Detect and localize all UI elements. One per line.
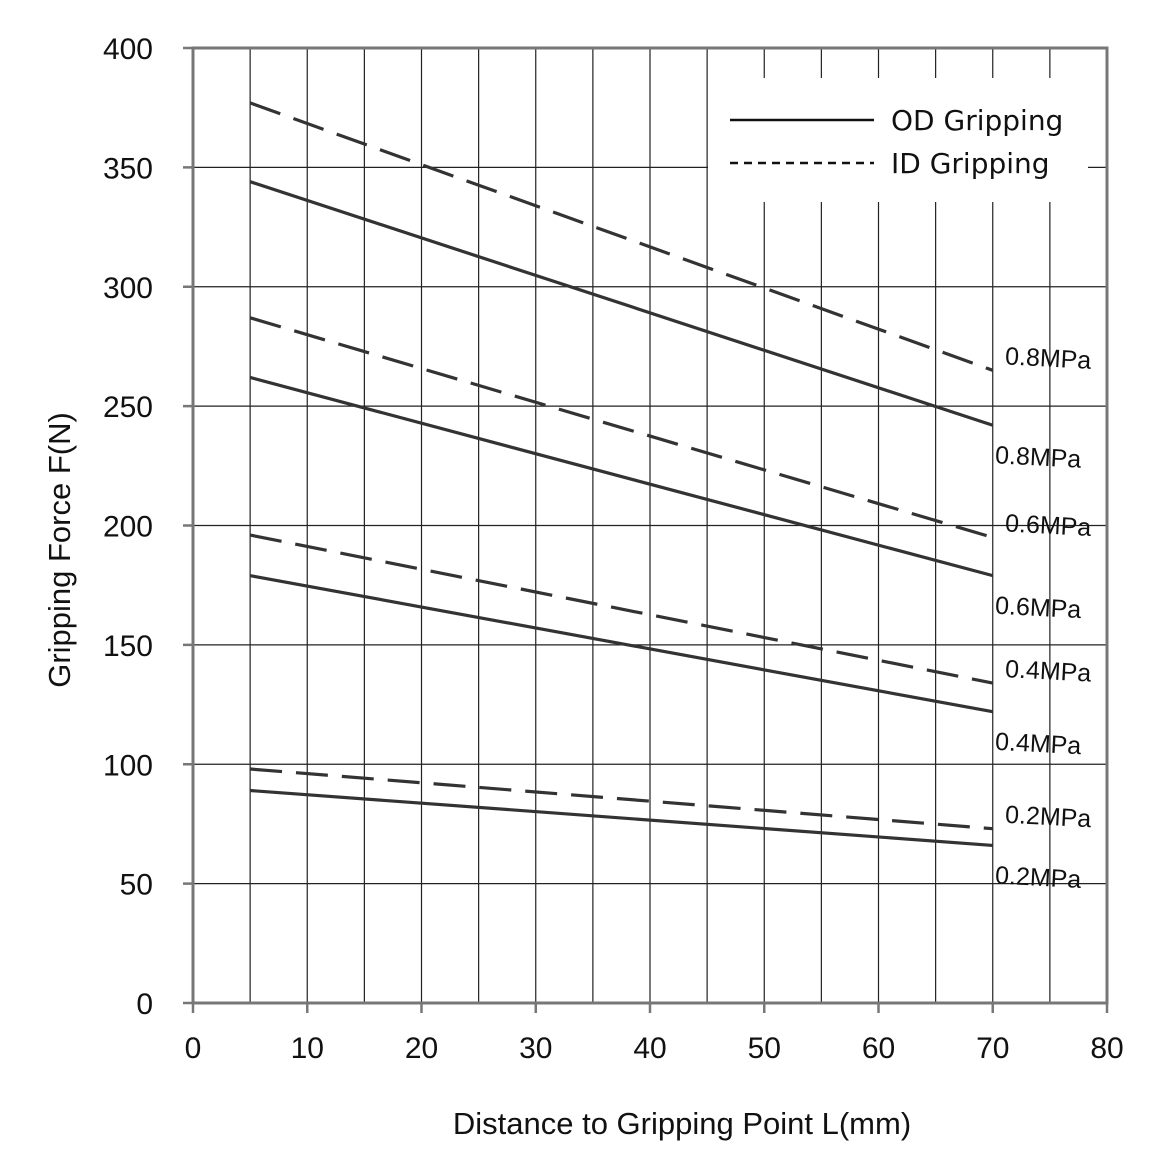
od-series-line-08 [249, 180, 994, 427]
od-series-label: 0.8MPa [994, 441, 1082, 473]
od-series-label: 0.2MPa [994, 861, 1082, 893]
od-series-line-02 [250, 788, 993, 848]
y-axis-title: Gripping Force F(N) [42, 412, 77, 688]
id-series-line-06 [249, 316, 994, 539]
x-tick-label: 20 [405, 1032, 438, 1065]
series-labels: 0.8MPa 0.6MPa 0.4MPa 0.2MPa 0.8MPa 0.6MPa 0.4M… [994, 342, 1092, 894]
y-tick-label: 0 [136, 988, 153, 1021]
x-tick-label: 50 [748, 1032, 781, 1065]
x-tick-label: 60 [862, 1032, 895, 1065]
id-series-line-02 [249, 767, 993, 831]
y-tick-label: 350 [103, 152, 153, 185]
x-tick-label: 70 [976, 1032, 1009, 1065]
grid-layer [193, 48, 1107, 1003]
y-tick-label: 100 [103, 749, 153, 782]
y-tick-label: 150 [103, 630, 153, 663]
y-tick-label: 50 [120, 869, 153, 902]
id-series-label: 0.8MPa [1004, 342, 1092, 374]
id-series-label: 0.6MPa [1004, 509, 1092, 541]
legend: OD Gripping ID Gripping [708, 78, 1088, 202]
id-series-line-08 [249, 101, 994, 372]
x-tick-label: 10 [291, 1032, 324, 1065]
legend-entry-label: OD Gripping [891, 104, 1063, 137]
y-tick-label: 250 [103, 391, 153, 424]
od-series-label: 0.6MPa [994, 592, 1082, 624]
x-tick-label: 40 [633, 1032, 666, 1065]
id-series-label: 0.4MPa [1004, 655, 1092, 687]
x-axis-title: Distance to Gripping Point L(mm) [453, 1106, 911, 1141]
x-tick-label: 30 [519, 1032, 552, 1065]
x-tick-label: 80 [1090, 1032, 1123, 1065]
legend-box [708, 78, 1088, 202]
od-series-label: 0.4MPa [994, 728, 1082, 760]
y-tick-label: 200 [103, 511, 153, 544]
legend-entry-label: ID Gripping [891, 147, 1050, 180]
od-series-line-04 [249, 574, 994, 714]
y-tick-label: 300 [103, 272, 153, 305]
series-layer [249, 101, 994, 848]
od-series-line-06 [249, 375, 994, 578]
tick-labels: 0 50 100 150 200 250 300 350 400 0 10 20 30 40 50 60 70 8… [103, 33, 1124, 1065]
y-tick-label: 400 [103, 33, 153, 66]
x-tick-label: 0 [185, 1032, 202, 1065]
id-series-line-04 [249, 533, 994, 685]
id-series-label: 0.2MPa [1004, 801, 1092, 833]
frame-layer [183, 46, 1109, 1013]
